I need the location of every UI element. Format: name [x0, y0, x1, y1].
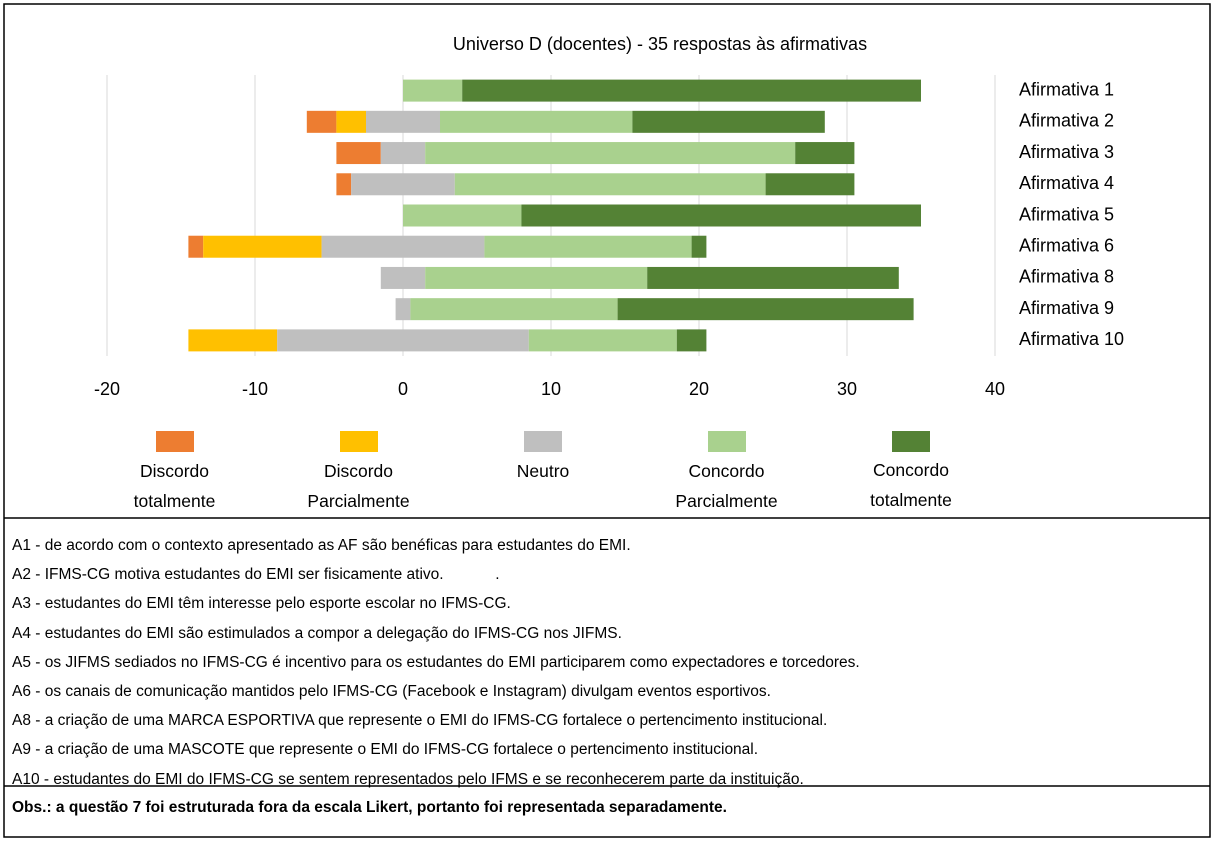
bar-segment: [306, 110, 337, 133]
note-row: A2 - IFMS-CG motiva estudantes do EMI se…: [12, 566, 500, 584]
bar-segment: [403, 79, 463, 102]
bar-segment: [203, 235, 322, 258]
y-tick-label: Afirmativa 4: [1019, 173, 1114, 193]
x-tick-label: -10: [242, 379, 268, 399]
legend-label: Neutro: [516, 461, 570, 481]
y-tick-label: Afirmativa 3: [1019, 142, 1114, 162]
note-row: A8 - a criação de uma MARCA ESPORTIVA qu…: [12, 712, 828, 730]
note-row: A9 - a criação de uma MASCOTE que repres…: [12, 741, 759, 759]
bar-segment: [691, 235, 707, 258]
bar-segment: [321, 235, 485, 258]
bar-segment: [351, 173, 455, 196]
bar-segment: [410, 298, 618, 321]
frame: [3, 3, 1211, 838]
bar-segment: [462, 79, 921, 102]
y-tick-label: Afirmativa 2: [1019, 111, 1114, 131]
note-row: A1 - de acordo com o contexto apresentad…: [12, 537, 631, 554]
note-row: A3 - estudantes do EMI têm interesse pel…: [12, 595, 511, 613]
legend-swatch: [708, 431, 746, 452]
legend-label: Discordo Parcialmente: [307, 461, 410, 511]
bar-segment: [795, 142, 855, 165]
bar-segment: [425, 142, 796, 165]
observation: Obs.: a questão 7 foi estruturada fora d…: [12, 799, 727, 816]
y-tick-label: Afirmativa 8: [1019, 267, 1114, 287]
x-tick-label: -20: [94, 379, 120, 399]
bar-segment: [521, 204, 921, 227]
legend-label: Concordo totalmente: [870, 460, 952, 510]
bar-segment: [528, 329, 677, 352]
y-tick-label: Afirmativa 9: [1019, 298, 1114, 318]
y-tick-label: Afirmativa 6: [1019, 235, 1114, 255]
note-row: A5 - os JIFMS sediados no IFMS-CG é ince…: [12, 653, 860, 671]
x-tick-label: 0: [398, 379, 408, 399]
x-tick-label: 10: [541, 379, 561, 399]
bar-segment: [366, 110, 440, 133]
x-tick-label: 20: [689, 379, 709, 399]
note-row: A6 - os canais de comunicação mantidos p…: [12, 683, 771, 700]
bar-segment: [484, 235, 692, 258]
legend-swatch: [340, 431, 378, 452]
bar-segment: [336, 173, 352, 196]
bar-segment: [425, 266, 648, 289]
bar-segment: [647, 266, 899, 289]
bar-segment: [395, 298, 411, 321]
bar-segment: [277, 329, 529, 352]
bar-segment: [336, 142, 381, 165]
bar-segment: [632, 110, 825, 133]
legend-label: Concordo Parcialmente: [675, 461, 778, 511]
bar-segment: [454, 173, 766, 196]
legend-swatch: [524, 431, 562, 452]
bar-segment: [765, 173, 855, 196]
bar-segment: [617, 298, 914, 321]
legend-swatch: [156, 431, 194, 452]
legend-label: Discordo totalmente: [133, 461, 216, 511]
bar-segment: [676, 329, 707, 352]
bar-segment: [188, 235, 204, 258]
y-tick-label: Afirmativa 5: [1019, 204, 1114, 224]
note-row: A10 - estudantes do EMI do IFMS-CG se se…: [12, 770, 804, 788]
y-tick-label: Afirmativa 10: [1019, 329, 1124, 349]
note-row: A4 - estudantes do EMI são estimulados a…: [12, 624, 622, 642]
x-tick-label: 30: [837, 379, 857, 399]
y-tick-label: Afirmativa 1: [1019, 79, 1114, 99]
legend-swatch: [892, 431, 930, 452]
chart-title: Universo D (docentes) - 35 respostas às …: [453, 34, 867, 54]
x-tick-label: 40: [985, 379, 1005, 399]
bar-segment: [440, 110, 633, 133]
bar-segment: [380, 142, 426, 165]
bar-segment: [336, 110, 366, 133]
bar-segment: [380, 266, 426, 289]
bar-segment: [403, 204, 522, 227]
bar-segment: [188, 329, 278, 352]
